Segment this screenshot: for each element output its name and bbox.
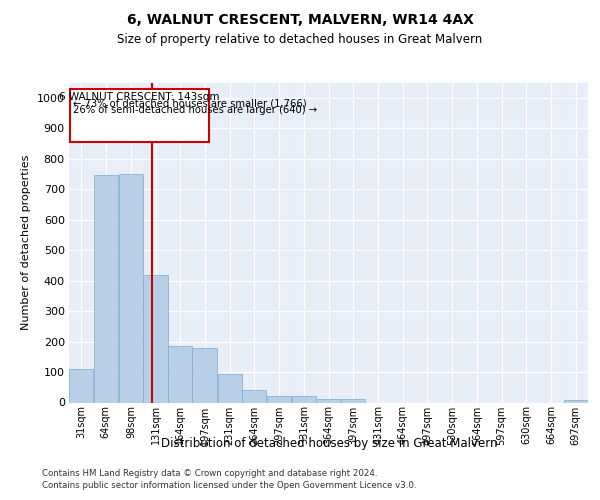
Bar <box>94 176 118 402</box>
Bar <box>266 396 291 402</box>
Text: Distribution of detached houses by size in Great Malvern: Distribution of detached houses by size … <box>161 438 497 450</box>
Bar <box>292 396 316 402</box>
Bar <box>218 374 242 402</box>
Text: 6, WALNUT CRESCENT, MALVERN, WR14 4AX: 6, WALNUT CRESCENT, MALVERN, WR14 4AX <box>127 12 473 26</box>
Text: Size of property relative to detached houses in Great Malvern: Size of property relative to detached ho… <box>118 32 482 46</box>
Bar <box>242 390 266 402</box>
Text: Contains public sector information licensed under the Open Government Licence v3: Contains public sector information licen… <box>42 481 416 490</box>
Bar <box>341 400 365 402</box>
Bar <box>168 346 192 403</box>
Text: 26% of semi-detached houses are larger (640) →: 26% of semi-detached houses are larger (… <box>73 105 317 115</box>
Text: 6 WALNUT CRESCENT: 143sqm: 6 WALNUT CRESCENT: 143sqm <box>59 92 220 102</box>
Text: ← 73% of detached houses are smaller (1,766): ← 73% of detached houses are smaller (1,… <box>73 98 307 108</box>
Bar <box>69 369 94 402</box>
Bar <box>70 89 209 142</box>
Bar <box>316 400 341 402</box>
Text: Contains HM Land Registry data © Crown copyright and database right 2024.: Contains HM Land Registry data © Crown c… <box>42 469 377 478</box>
Bar <box>143 274 167 402</box>
Y-axis label: Number of detached properties: Number of detached properties <box>21 155 31 330</box>
Bar <box>119 174 143 402</box>
Bar <box>193 348 217 403</box>
Bar <box>563 400 588 402</box>
